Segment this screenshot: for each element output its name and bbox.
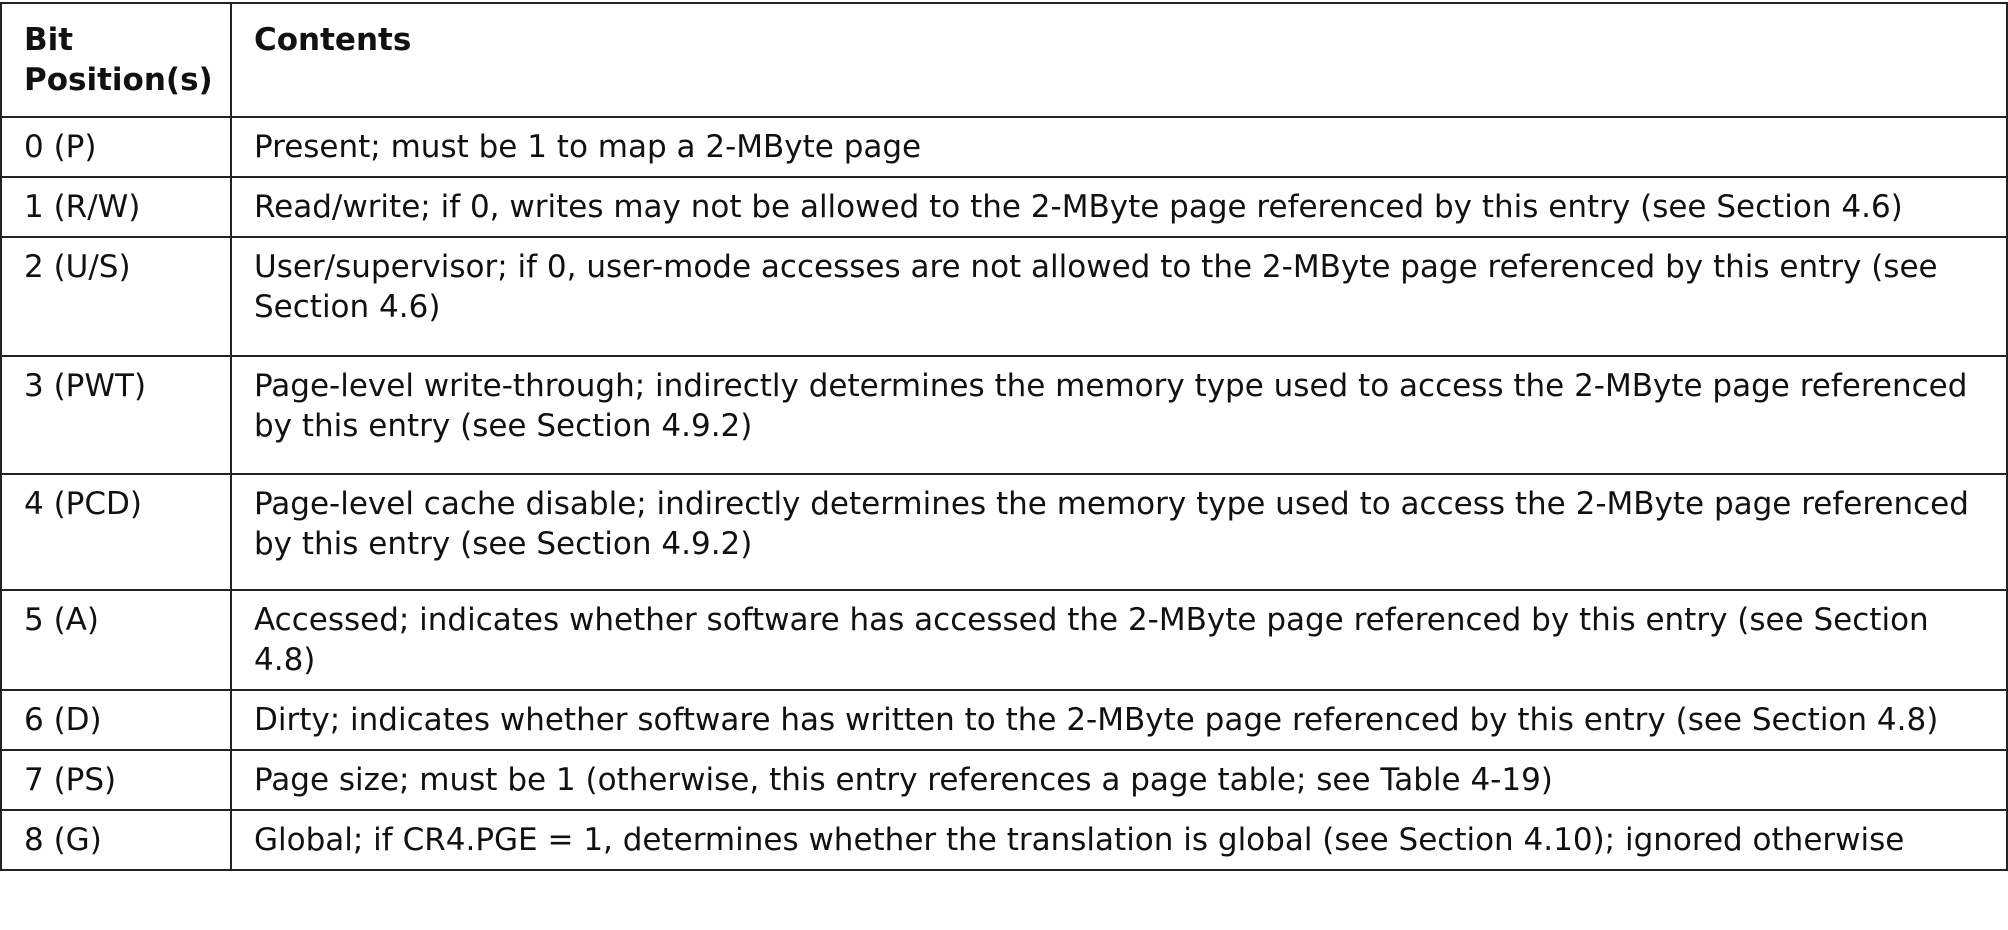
bit-cell: 0 (P) xyxy=(0,116,232,178)
table-row: 8 (G) Global; if CR4.PGE = 1, determines… xyxy=(0,809,2008,871)
bit-cell: 3 (PWT) xyxy=(0,355,232,475)
contents-cell: Accessed; indicates whether software has… xyxy=(230,589,2008,691)
contents-cell: Page-level write-through; indirectly det… xyxy=(230,355,2008,475)
table-row: 2 (U/S) User/supervisor; if 0, user-mode… xyxy=(0,236,2008,357)
table-body: 0 (P) Present; must be 1 to map a 2-MByt… xyxy=(0,116,2008,871)
bit-cell: 5 (A) xyxy=(0,589,232,691)
table-row: 7 (PS) Page size; must be 1 (otherwise, … xyxy=(0,749,2008,811)
table-row: 3 (PWT) Page-level write-through; indire… xyxy=(0,355,2008,475)
bit-cell: 6 (D) xyxy=(0,689,232,751)
bit-definitions-table: Bit Position(s) Contents 0 (P) Present; … xyxy=(0,2,2008,871)
contents-cell: Present; must be 1 to map a 2-MByte page xyxy=(230,116,2008,178)
contents-cell: Global; if CR4.PGE = 1, determines wheth… xyxy=(230,809,2008,871)
bit-cell: 4 (PCD) xyxy=(0,473,232,591)
table-row: 6 (D) Dirty; indicates whether software … xyxy=(0,689,2008,751)
table-row: 4 (PCD) Page-level cache disable; indire… xyxy=(0,473,2008,591)
table-row: 1 (R/W) Read/write; if 0, writes may not… xyxy=(0,176,2008,238)
table-header: Bit Position(s) Contents xyxy=(0,2,2008,118)
header-contents: Contents xyxy=(230,2,2008,118)
header-bit-positions: Bit Position(s) xyxy=(0,2,232,118)
bit-cell: 2 (U/S) xyxy=(0,236,232,357)
table-row: 5 (A) Accessed; indicates whether softwa… xyxy=(0,589,2008,691)
contents-cell: Page-level cache disable; indirectly det… xyxy=(230,473,2008,591)
contents-cell: Dirty; indicates whether software has wr… xyxy=(230,689,2008,751)
contents-cell: Read/write; if 0, writes may not be allo… xyxy=(230,176,2008,238)
contents-cell: Page size; must be 1 (otherwise, this en… xyxy=(230,749,2008,811)
bit-cell: 7 (PS) xyxy=(0,749,232,811)
bit-cell: 1 (R/W) xyxy=(0,176,232,238)
contents-cell: User/supervisor; if 0, user-mode accesse… xyxy=(230,236,2008,357)
header-row: Bit Position(s) Contents xyxy=(0,2,2008,118)
table-row: 0 (P) Present; must be 1 to map a 2-MByt… xyxy=(0,116,2008,178)
bit-cell: 8 (G) xyxy=(0,809,232,871)
